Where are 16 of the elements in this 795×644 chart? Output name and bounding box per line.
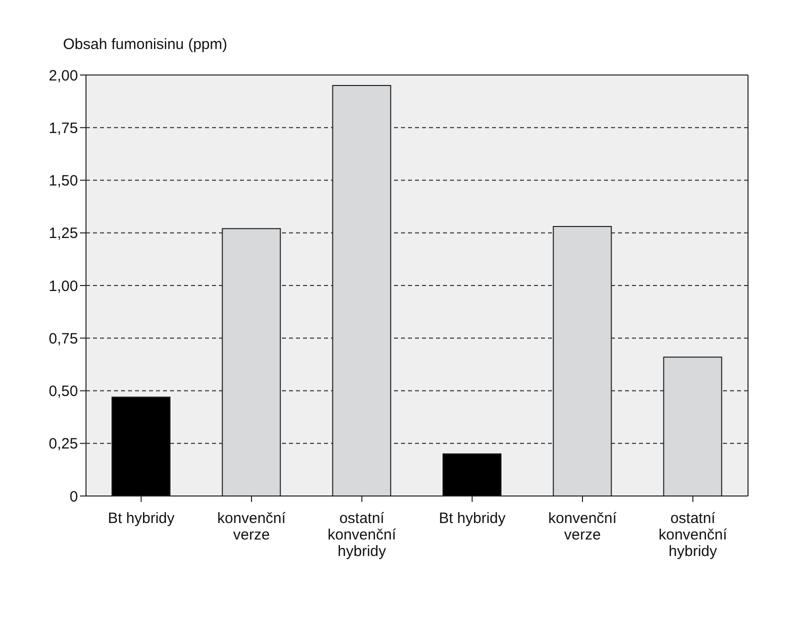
x-tick-label: Bt hybridy — [108, 510, 176, 527]
x-tick-label: ostatní konvenční hybridy — [328, 510, 397, 560]
y-tick-label: 1,25 — [48, 225, 78, 242]
y-tick-label: 1,00 — [48, 278, 78, 295]
y-tick-label: 0,50 — [48, 383, 78, 400]
x-tick-label: Bt hybridy — [438, 510, 506, 527]
x-tick-label: konvenční verze — [217, 510, 287, 544]
y-axis-title: Obsah fumonisinu (ppm) — [63, 36, 228, 53]
x-tick-label: ostatní konvenční hybridy — [658, 510, 728, 560]
y-tick-label: 0,25 — [48, 436, 78, 453]
y-tick-label: 0,75 — [48, 330, 78, 348]
y-tick-label: 2,00 — [48, 67, 78, 84]
y-tick-label: 0 — [70, 488, 78, 506]
x-tick-label: konvenční verze — [548, 510, 618, 544]
y-tick-label: 1,50 — [48, 172, 78, 190]
y-tick-label: 1,75 — [48, 120, 78, 137]
